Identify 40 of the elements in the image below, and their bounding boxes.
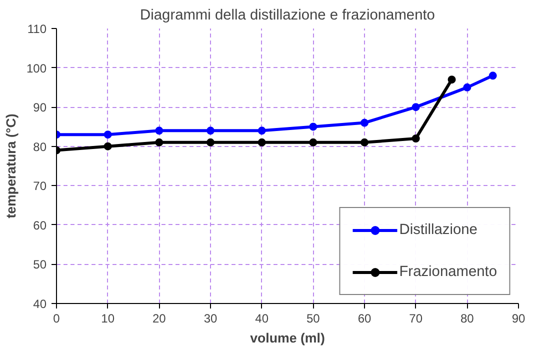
point [412,134,420,142]
x-tick-label: 10 [101,312,115,326]
y-tick-label: 80 [33,140,47,154]
point [258,138,266,146]
y-tick-label: 50 [33,258,47,272]
legend-label: Frazionamento [399,264,497,280]
legend-label: Distillazione [399,222,478,238]
x-tick-label: 50 [306,312,320,326]
point [412,103,420,112]
y-tick-label: 60 [33,218,47,232]
point [206,126,214,135]
x-tick-label: 80 [460,312,474,326]
point [258,126,266,135]
point [448,76,456,84]
y-tick-label: 70 [33,179,47,194]
y-tick-label: 90 [33,100,47,115]
point [104,130,112,139]
point [360,138,368,146]
chart-title: Diagrammi della distillazione e frazionamento [140,8,435,24]
x-tick-label: 0 [53,312,60,326]
x-tick-label: 90 [512,312,526,326]
point [463,83,472,92]
x-tick-label: 60 [358,312,372,326]
y-axis-title: temperatura (°C) [3,114,18,218]
point [488,72,497,80]
point [309,122,318,131]
point [309,138,318,146]
point [206,138,214,146]
point [155,138,164,146]
x-tick-label: 30 [204,312,218,326]
point [155,126,164,135]
x-axis-title: volume (ml) [250,330,325,346]
point [360,118,368,127]
y-tick-label: 40 [33,297,47,311]
x-tick-label: 20 [152,312,166,326]
point [104,142,112,150]
x-tick-label: 40 [255,312,269,326]
y-tick-label: 110 [27,22,47,36]
y-tick-label: 100 [26,61,47,76]
x-tick-label: 70 [409,312,423,326]
